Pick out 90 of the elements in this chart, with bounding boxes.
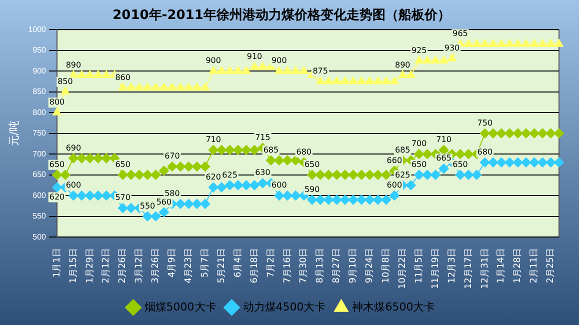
- y-tick-label: 700: [32, 149, 47, 158]
- x-tick-label: 7月30日: [299, 248, 310, 284]
- y-tick-label: 550: [32, 212, 47, 221]
- y-tick-label: 650: [32, 170, 47, 180]
- data-label: 685: [263, 145, 279, 154]
- x-tick-label: 8月27日: [332, 248, 342, 284]
- x-tick-label: 4月23日: [184, 248, 194, 284]
- x-tick-label: 5月7日: [200, 248, 210, 278]
- x-tick-label: 1月28日: [513, 248, 524, 284]
- x-tick-label: 9月10日: [348, 248, 359, 284]
- data-label: 860: [115, 72, 130, 82]
- x-tick-label: 7月16日: [282, 248, 293, 284]
- x-tick-label: 1月29日: [85, 248, 96, 284]
- x-tick-label: 6月18日: [250, 248, 260, 284]
- x-tick-label: 3月26日: [151, 248, 162, 284]
- y-tick-label: 750: [32, 128, 47, 138]
- data-label: 685: [395, 145, 410, 154]
- data-label: 650: [411, 160, 427, 169]
- data-label: 550: [140, 201, 156, 210]
- x-tick-label: 11月19日: [430, 248, 441, 289]
- data-label: 580: [164, 188, 180, 198]
- data-label: 620: [49, 192, 65, 202]
- x-tick-label: 10月22日: [398, 248, 408, 289]
- data-label: 910: [246, 52, 262, 62]
- x-tick-label: 5月21日: [216, 248, 227, 284]
- data-label: 925: [411, 46, 427, 55]
- x-tick-label: 3月12日: [134, 248, 145, 284]
- data-label: 620: [206, 172, 221, 182]
- x-tick-label: 2月26日: [118, 248, 128, 284]
- x-tick-label: 7月2日: [266, 248, 276, 278]
- y-tick-label: 850: [32, 87, 47, 96]
- data-label: 650: [304, 160, 320, 169]
- data-label: 570: [115, 193, 130, 202]
- legend-label: 神木煤6500大卡: [352, 300, 436, 314]
- x-tick-label: 6月4日: [233, 248, 244, 278]
- x-tick-label: 4月9日: [168, 248, 178, 278]
- x-tick-label: 10月8日: [382, 248, 392, 284]
- data-label: 890: [66, 60, 82, 70]
- legend-label: 烟煤5000大卡: [144, 300, 216, 314]
- data-label: 710: [436, 135, 452, 144]
- data-label: 665: [436, 154, 452, 163]
- y-tick-label: 1000: [28, 24, 47, 34]
- legend-label: 动力煤4500大卡: [242, 300, 326, 314]
- x-tick-label: 12月17日: [464, 248, 474, 289]
- data-label: 600: [66, 180, 82, 190]
- x-tick-label: 1月14日: [496, 248, 507, 284]
- data-label: 750: [477, 118, 493, 128]
- data-label: 650: [452, 160, 468, 169]
- data-label: 600: [386, 180, 402, 190]
- x-tick-label: 2月12日: [102, 248, 112, 284]
- y-tick-label: 500: [32, 232, 47, 242]
- data-label: 660: [386, 156, 402, 165]
- data-label: 670: [164, 152, 180, 161]
- y-tick-label: 950: [32, 46, 47, 55]
- data-label: 600: [272, 180, 287, 190]
- data-label: 710: [206, 135, 221, 144]
- data-label: 700: [411, 139, 427, 148]
- data-label: 630: [255, 168, 270, 178]
- x-tick-label: 1月15日: [68, 248, 79, 284]
- x-tick-label: 12月3日: [447, 248, 458, 284]
- data-label: 715: [255, 132, 270, 142]
- data-label: 850: [58, 76, 73, 86]
- data-label: 965: [452, 29, 468, 38]
- data-label: 890: [395, 60, 410, 70]
- x-tick-label: 9月24日: [365, 248, 376, 284]
- data-label: 900: [206, 56, 221, 66]
- data-label: 650: [49, 160, 65, 169]
- x-tick-label: 8月13日: [316, 248, 326, 284]
- data-label: 680: [477, 147, 493, 156]
- data-label: 800: [49, 98, 65, 107]
- data-label: 560: [156, 197, 172, 206]
- y-tick-label: 800: [32, 108, 47, 117]
- x-tick-label: 12月31日: [480, 248, 490, 289]
- data-label: 650: [115, 160, 130, 169]
- x-tick-label: 2月25日: [546, 248, 556, 284]
- y-axis-title: 元/吨: [7, 120, 20, 146]
- data-label: 900: [272, 56, 287, 66]
- x-tick-label: 11月5日: [414, 248, 424, 284]
- x-tick-label: 2月11日: [530, 248, 540, 284]
- y-tick-label: 600: [32, 190, 47, 200]
- x-tick-label: 1月1日: [52, 248, 62, 278]
- data-label: 625: [222, 170, 238, 180]
- data-label: 625: [395, 170, 410, 180]
- data-label: 875: [312, 66, 328, 76]
- data-label: 930: [444, 44, 460, 53]
- data-label: 690: [66, 143, 82, 152]
- y-tick-label: 900: [32, 66, 47, 76]
- data-label: 680: [296, 147, 312, 156]
- chart-title: 2010年-2011年徐州港动力煤价格变化走势图（船板价）: [112, 7, 450, 24]
- data-label: 590: [304, 184, 320, 194]
